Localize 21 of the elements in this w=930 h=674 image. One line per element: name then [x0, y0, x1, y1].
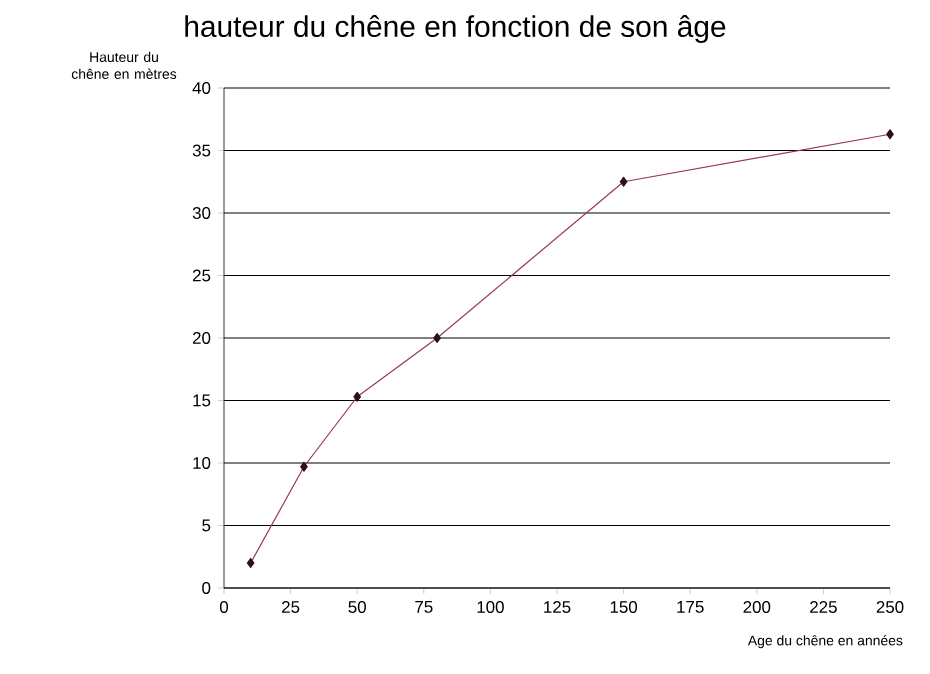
- y-tick-label: 15: [193, 394, 211, 407]
- x-tick-label: 150: [610, 601, 638, 614]
- x-tick-label: 250: [876, 601, 904, 614]
- x-tick-label: 125: [544, 601, 571, 614]
- y-tick-label: 40: [192, 82, 211, 94]
- y-tick-label: 30: [192, 207, 211, 219]
- y-tick-label: 35: [192, 144, 211, 157]
- x-tick-label: 200: [743, 601, 771, 614]
- x-tick-label: 75: [415, 601, 433, 613]
- y-tick-label: 10: [193, 457, 211, 469]
- y-tick-label: 0: [202, 582, 211, 594]
- x-tick-label: 25: [282, 601, 300, 614]
- x-tick-label: 50: [348, 601, 366, 614]
- y-tick-label: 20: [192, 332, 211, 344]
- x-tick-label: 100: [477, 601, 504, 614]
- y-tick-label: 25: [192, 269, 211, 282]
- x-tick-label: 0: [219, 601, 229, 614]
- x-tick-label: 175: [677, 601, 704, 613]
- chart-title: hauteur du chêne en fonction de son âge: [185, 15, 726, 43]
- x-tick-label: 225: [810, 601, 837, 614]
- y-tick-label: 5: [202, 519, 211, 532]
